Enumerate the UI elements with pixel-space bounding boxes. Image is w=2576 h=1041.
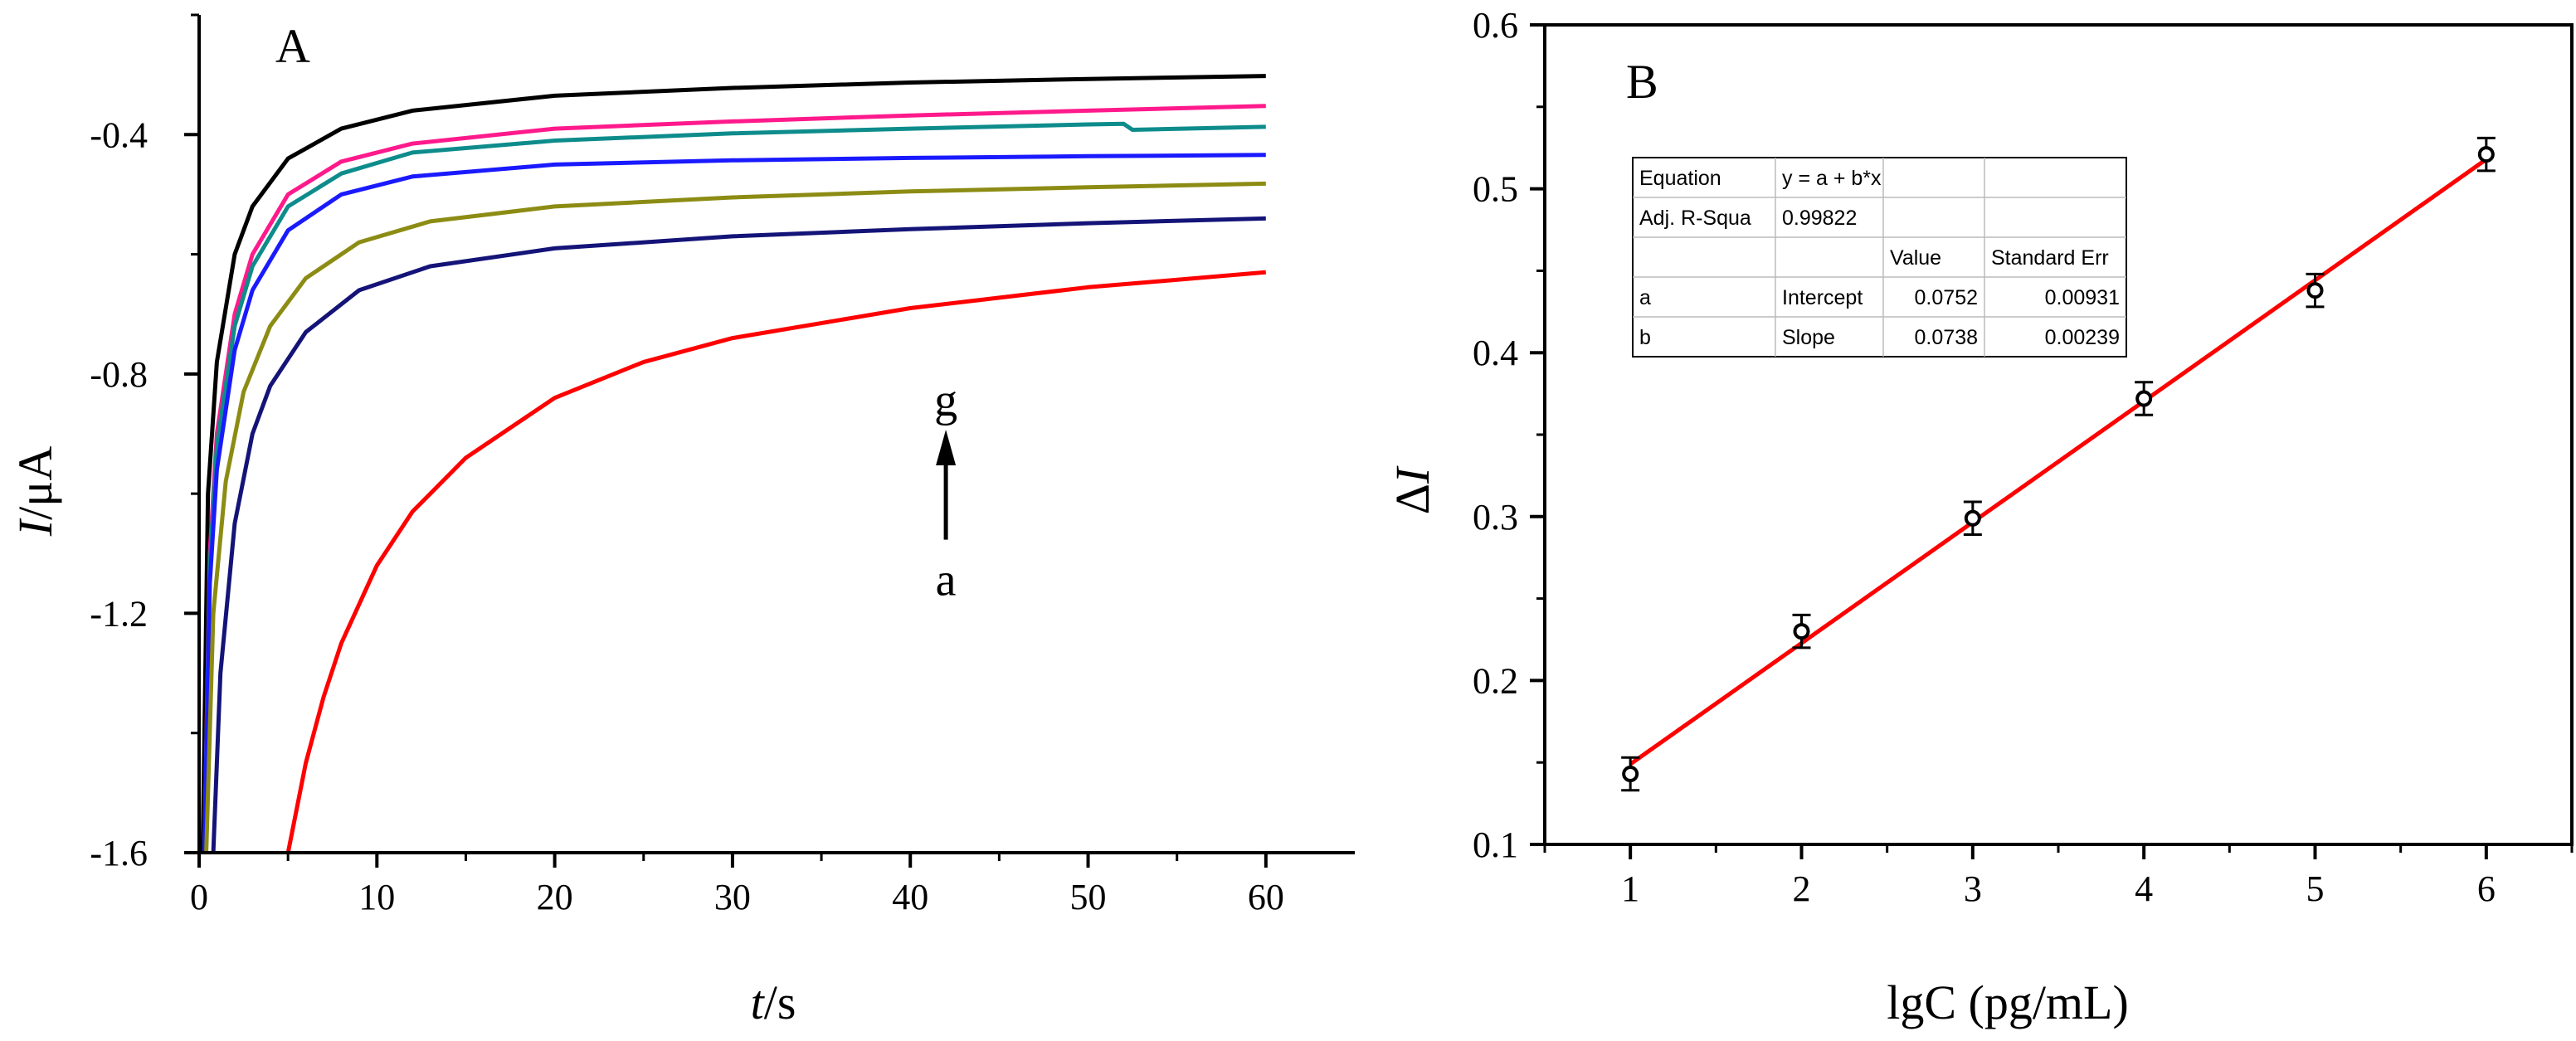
series-line-olive (204, 181, 1266, 854)
series-line-red (285, 270, 1267, 854)
fit-table-cell: Value (1890, 246, 1941, 270)
panel-a-x-axis-title: t/s (751, 975, 796, 1029)
fit-table-cell: Equation (1639, 167, 1721, 190)
fit-table-cell: 0.00239 (2045, 326, 2120, 349)
panel-b-frame (1543, 23, 2574, 846)
data-point (1622, 766, 1639, 783)
panel-a-y-axis-title: I/μA (8, 446, 62, 538)
fit-table-cell: b (1639, 326, 1651, 349)
panel-b-points (1621, 136, 2496, 792)
panel-b-x-tick-label: 6 (2477, 868, 2496, 909)
series-line-magenta (202, 104, 1266, 854)
panel-a-x-tick-label: 60 (1248, 877, 1284, 917)
panel-a: 0 10 20 30 40 50 60 -1.6 -1.2 -0.8 -0.4 A t/s I/μA… (8, 13, 1355, 1029)
panel-b-y-tick-label: 0.1 (1473, 825, 1518, 865)
fit-table-cell: Slope (1782, 326, 1835, 349)
panel-a-series (200, 74, 1267, 854)
panel-a-y-axis-rest: /μA (8, 446, 62, 520)
data-point (2306, 282, 2324, 299)
fit-table-cell: a (1639, 286, 1651, 309)
panel-a-y-tick-label: -0.4 (90, 114, 148, 155)
panel-a-y-axis-italic: I (8, 518, 62, 537)
panel-b-y-tick-label: 0.5 (1473, 169, 1518, 210)
panel-a-x-tick-label: 0 (190, 877, 208, 917)
panel-a-y-tick-label: -1.2 (90, 593, 148, 634)
fit-table: Equation y = a + b*x Adj. R-Squa 0.99822 Val… (1632, 157, 2127, 358)
annotation-arrow-head (936, 430, 957, 465)
panel-b-y-axis-italic: I (1385, 465, 1439, 484)
fit-table-cell: Standard Err (1991, 246, 2109, 270)
panel-b-y-tick-label: 0.2 (1473, 660, 1518, 701)
panel-a-annotation: g a (934, 375, 957, 606)
panel-a-x-axis-italic: t (751, 975, 766, 1029)
panel-a-x-axis-rest: /s (764, 975, 796, 1029)
panel-a-x-tick-label: 30 (714, 877, 751, 917)
panel-b-fit (1629, 157, 2488, 766)
fit-line (1629, 157, 2488, 766)
panel-b-x-tick-label: 5 (2306, 868, 2325, 909)
data-point (2477, 146, 2495, 163)
annotation-label-a: a (936, 555, 957, 606)
series-line-teal (202, 121, 1266, 854)
panel-b-x-tick-label: 3 (1964, 868, 1982, 909)
panel-a-axes (197, 15, 1355, 854)
series-line-black (200, 74, 1266, 854)
fit-table-cell: Intercept (1782, 286, 1863, 309)
panel-b-y-tick-label: 0.6 (1473, 5, 1518, 46)
fit-table-cell: Adj. R-Squa (1639, 207, 1751, 230)
panel-b-x-tick-label: 4 (2135, 868, 2153, 909)
panel-b-y-axis-delta: Δ (1385, 484, 1439, 514)
fit-table-cell: 0.0752 (1915, 286, 1978, 309)
data-point (2135, 390, 2153, 407)
panel-a-label: A (275, 19, 310, 73)
panel-a-x-tick-label: 20 (537, 877, 573, 917)
panel-b-x-axis-title: lgC (pg/mL) (1887, 975, 2129, 1029)
fit-table-cell: 0.0738 (1915, 326, 1978, 349)
panel-b-y-tick-label: 0.4 (1473, 333, 1518, 373)
panel-a-ticks: 0 10 20 30 40 50 60 -1.6 -1.2 -0.8 -0.4 (90, 13, 1284, 917)
series-line-blue (202, 153, 1266, 854)
data-point (1964, 509, 1981, 527)
panel-b-y-tick-label: 0.3 (1473, 497, 1518, 538)
panel-a-y-tick-label: -1.6 (90, 833, 148, 873)
fit-table-cell: y = a + b*x (1782, 167, 1882, 190)
panel-a-y-tick-label: -0.8 (90, 354, 148, 395)
annotation-label-g: g (934, 375, 957, 426)
panel-b-ticks: 1 2 3 4 5 6 0.1 0.2 0.3 0.4 0.5 0.6 (1473, 5, 2574, 909)
panel-a-x-tick-label: 50 (1070, 877, 1107, 917)
series-line-navy (211, 216, 1266, 854)
panel-b-y-axis-title: ΔI (1385, 465, 1439, 514)
panel-b-label: B (1626, 55, 1658, 109)
panel-b: 1 2 3 4 5 6 0.1 0.2 0.3 0.4 0.5 0.6 Equation y = a +… (1385, 5, 2574, 1029)
panel-b-axes (1543, 23, 2574, 846)
panel-a-x-tick-label: 40 (892, 877, 928, 917)
data-point (1793, 623, 1810, 640)
fit-table-frame (1632, 157, 2127, 358)
panel-b-x-tick-label: 2 (1793, 868, 1811, 909)
panel-a-x-tick-label: 10 (358, 877, 395, 917)
fit-table-cell: 0.99822 (1782, 207, 1857, 230)
fit-table-cell: 0.00931 (2045, 286, 2120, 309)
panel-b-x-tick-label: 1 (1621, 868, 1639, 909)
